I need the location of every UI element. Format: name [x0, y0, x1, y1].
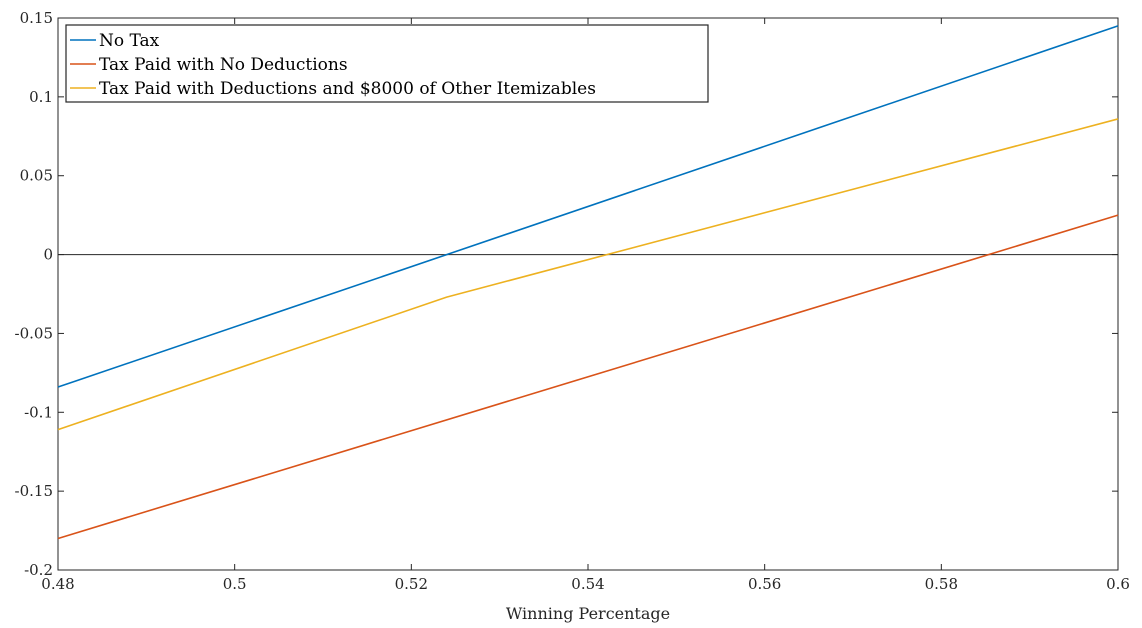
legend-label-1: No Tax: [99, 31, 160, 51]
y-tick-label: -0.15: [15, 482, 53, 500]
y-tick-label: 0.15: [20, 9, 53, 27]
y-tick-label: 0: [43, 246, 53, 264]
series-layer: [57, 25, 1119, 540]
x-tick-label: 0.48: [41, 575, 74, 593]
axes-layer: 0.48 0.5 0.52 0.54 0.56 0.58 0.6 0.15 0.1 0.05 0 -0…: [15, 9, 1130, 623]
legend-label-3: Tax Paid with Deductions and $8000 of Ot…: [99, 79, 596, 99]
y-tick-label: -0.1: [24, 403, 53, 421]
x-tick-label: 0.5: [223, 575, 247, 593]
x-axis-label: Winning Percentage: [506, 604, 670, 623]
x-tick-label: 0.58: [925, 575, 958, 593]
series-line-1: [57, 25, 1119, 388]
x-tick-label: 0.6: [1106, 575, 1130, 593]
legend-box: [65, 24, 709, 103]
y-tick-label: 0.05: [20, 167, 53, 185]
legend-label-2: Tax Paid with No Deductions: [99, 55, 348, 75]
x-tick-label: 0.54: [571, 575, 604, 593]
series-line-2: [57, 214, 1119, 540]
y-tick-label: -0.05: [15, 324, 53, 342]
x-tick-label: 0.52: [395, 575, 428, 593]
legend: No Tax Tax Paid with No Deductions Tax Pai…: [65, 24, 709, 103]
y-tick-label: -0.2: [24, 561, 53, 579]
series-line-3: [57, 118, 1119, 431]
x-tick-label: 0.56: [748, 575, 781, 593]
y-tick-label: 0.1: [29, 88, 53, 106]
